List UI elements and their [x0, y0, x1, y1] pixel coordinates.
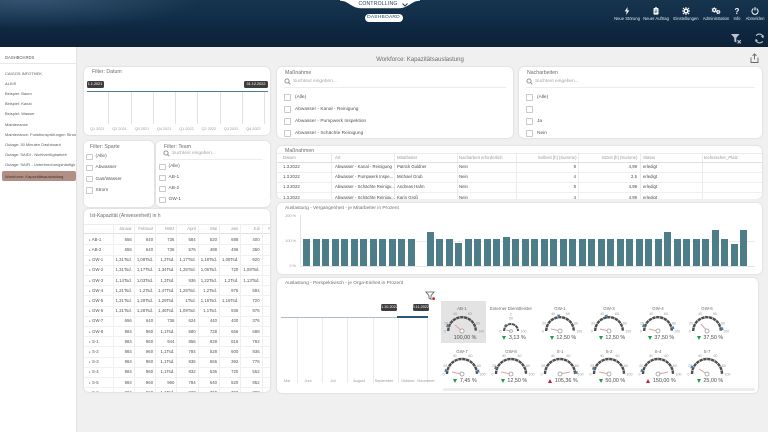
svg-text:100: 100	[578, 373, 584, 377]
svg-text:20: 20	[688, 364, 692, 368]
svg-text:0: 0	[444, 330, 446, 334]
svg-text:20: 20	[689, 322, 693, 326]
svg-text:80: 80	[477, 364, 481, 368]
svg-text:?: ?	[735, 7, 740, 15]
svg-text:80: 80	[476, 322, 480, 326]
svg-text:60: 60	[713, 312, 717, 316]
svg-text:40: 40	[698, 354, 702, 358]
svg-text:20: 20	[542, 322, 546, 326]
svg-text:0: 0	[639, 373, 641, 377]
svg-text:80: 80	[673, 364, 677, 368]
svg-text:C: C	[510, 313, 513, 317]
svg-text:80: 80	[672, 322, 676, 326]
svg-text:100: 100	[625, 330, 631, 334]
svg-text:60: 60	[468, 312, 472, 316]
svg-text:20: 20	[591, 322, 595, 326]
svg-text:20: 20	[640, 322, 644, 326]
svg-text:60: 60	[566, 312, 570, 316]
svg-text:80: 80	[624, 364, 628, 368]
svg-text:80: 80	[721, 322, 725, 326]
svg-text:0: 0	[688, 373, 690, 377]
svg-text:100: 100	[529, 373, 535, 377]
svg-text:0: 0	[500, 330, 502, 334]
svg-text:80: 80	[722, 364, 726, 368]
svg-text:100: 100	[480, 373, 486, 377]
svg-text:80: 80	[574, 322, 578, 326]
svg-text:0: 0	[492, 373, 494, 377]
svg-text:60: 60	[665, 354, 669, 358]
svg-text:40: 40	[600, 312, 604, 316]
svg-text:40: 40	[551, 354, 555, 358]
svg-text:100: 100	[521, 330, 527, 334]
svg-text:0: 0	[590, 373, 592, 377]
svg-text:80: 80	[526, 364, 530, 368]
svg-text:0: 0	[640, 330, 642, 334]
svg-text:40: 40	[551, 312, 555, 316]
svg-text:60: 60	[469, 354, 473, 358]
svg-text:0: 0	[542, 330, 544, 334]
svg-text:60: 60	[518, 354, 522, 358]
svg-text:0: 0	[591, 330, 593, 334]
svg-text:40: 40	[600, 354, 604, 358]
svg-text:0: 0	[443, 373, 445, 377]
svg-text:100: 100	[627, 373, 633, 377]
svg-text:100: 100	[674, 330, 680, 334]
svg-text:100: 100	[676, 373, 682, 377]
svg-text:60: 60	[616, 354, 620, 358]
svg-text:60: 60	[714, 354, 718, 358]
svg-text:100: 100	[725, 373, 731, 377]
svg-text:100: 100	[723, 330, 729, 334]
svg-text:100: 100	[478, 330, 484, 334]
svg-text:50: 50	[509, 317, 513, 321]
svg-text:100: 100	[576, 330, 582, 334]
svg-text:60: 60	[664, 312, 668, 316]
svg-text:20: 20	[492, 364, 496, 368]
svg-text:0: 0	[689, 330, 691, 334]
svg-text:40: 40	[698, 312, 702, 316]
svg-text:60: 60	[567, 354, 571, 358]
svg-text:60: 60	[615, 312, 619, 316]
svg-text:20: 20	[590, 364, 594, 368]
svg-text:80: 80	[575, 364, 579, 368]
svg-text:40: 40	[502, 354, 506, 358]
svg-text:20: 20	[443, 364, 447, 368]
svg-text:80: 80	[623, 322, 627, 326]
svg-text:20: 20	[541, 364, 545, 368]
svg-text:0: 0	[541, 373, 543, 377]
svg-text:40: 40	[649, 312, 653, 316]
svg-text:20: 20	[639, 364, 643, 368]
svg-text:40: 40	[649, 354, 653, 358]
svg-text:20: 20	[444, 322, 448, 326]
svg-text:40: 40	[453, 354, 457, 358]
svg-text:40: 40	[453, 312, 457, 316]
